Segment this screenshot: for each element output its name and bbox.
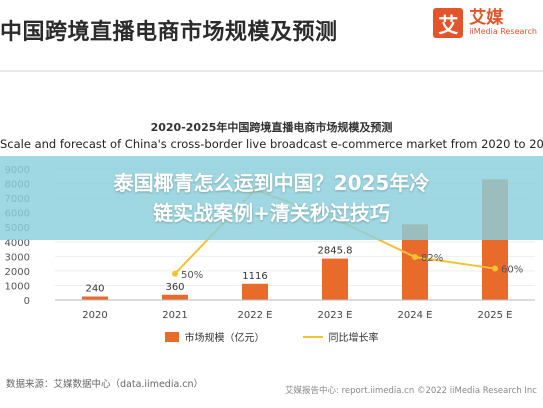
y-tick-label: 2000: [5, 267, 30, 278]
bar: [82, 296, 108, 300]
growth-rate-point: [412, 254, 418, 261]
line-swatch-icon: [302, 335, 323, 338]
growth-rate-label: 60%: [501, 265, 523, 276]
logo-subtitle: iiMedia Research: [469, 26, 537, 36]
x-tick-label: 2023 E: [318, 310, 353, 321]
chart-subtitle: Scale and forecast of China's cross-bord…: [0, 137, 543, 151]
article-title-banner: 泰国椰青怎么运到中国？2025年冷 链实战案例+清关秒过技巧: [0, 156, 543, 240]
bar-value-label: 240: [85, 284, 104, 295]
legend-label: 市场规模（亿元）: [184, 333, 265, 344]
growth-rate-point: [492, 265, 498, 272]
footer-credit: 艾媒报告中心: report.iimedia.cn ©2022 iiMedia …: [285, 386, 537, 396]
growth-rate-point: [172, 270, 178, 277]
bar-value-label: 1116: [242, 271, 267, 282]
chart-title: 2020-2025年中国跨境直播电商市场规模及预测: [150, 121, 393, 134]
y-tick-label: 4000: [5, 238, 30, 249]
bar-value-label: 360: [165, 282, 184, 293]
chart-legend: 市场规模（亿元） 同比增长率: [0, 329, 543, 344]
y-tick-label: 0: [24, 296, 30, 307]
x-tick-label: 2022 E: [238, 310, 273, 321]
growth-rate-label: 82%: [421, 253, 443, 264]
x-tick-label: 2020: [82, 310, 107, 321]
x-tick-label: 2025 E: [478, 310, 513, 321]
y-tick-label: 3000: [5, 252, 30, 263]
report-header: 中国跨境直播电商市场规模及预测 艾 艾媒 iiMedia Research: [0, 0, 543, 72]
bar: [162, 294, 188, 300]
bar-value-label: 2845.8: [318, 246, 353, 257]
legend-label: 同比增长率: [328, 333, 379, 344]
bar: [242, 283, 268, 300]
banner-title-line-1: 泰国椰青怎么运到中国？2025年冷: [113, 171, 430, 195]
y-tick-label: 1000: [5, 281, 30, 292]
data-source: 数据来源：艾媒数据中心（data.iimedia.cn）: [6, 379, 204, 390]
logo-name: 艾媒: [469, 8, 504, 29]
bar: [322, 258, 348, 300]
growth-rate-label: 50%: [181, 270, 203, 281]
legend-item-market-size: 市场规模（亿元）: [164, 329, 265, 344]
page-title: 中国跨境直播电商市场规模及预测: [0, 20, 338, 45]
header-divider: [0, 70, 543, 72]
logo-mark: 艾: [433, 8, 464, 38]
bar-swatch-icon: [164, 331, 179, 342]
banner-title-line-2: 链实战案例+清关秒过技巧: [153, 201, 390, 225]
legend-item-growth-rate: 同比增长率: [302, 329, 379, 344]
iimedia-logo: 艾 艾媒 iiMedia Research: [433, 8, 537, 38]
x-tick-label: 2024 E: [398, 310, 433, 321]
x-tick-label: 2021: [162, 310, 187, 321]
